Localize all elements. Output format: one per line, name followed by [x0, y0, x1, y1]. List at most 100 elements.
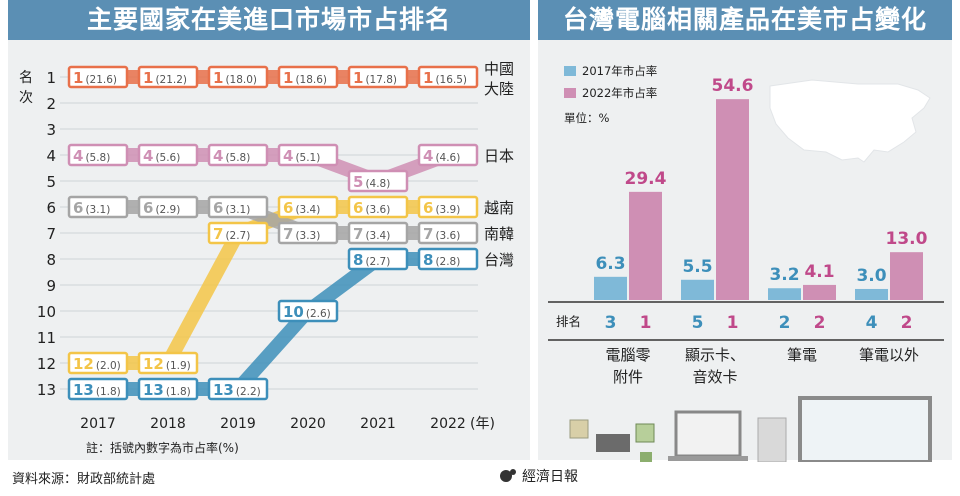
- rank-box: [207, 143, 269, 167]
- share-label: (3.1): [225, 204, 250, 216]
- bar-value-label: 13.0: [886, 229, 928, 249]
- rank-number: 7: [423, 225, 433, 243]
- rank-number: 6: [73, 199, 83, 217]
- rank-box: [347, 65, 409, 89]
- legend-label: 2022年市占率: [582, 86, 657, 100]
- rank-number: 12: [73, 355, 94, 373]
- rank-number: 13: [73, 381, 94, 399]
- y-axis-label: 名: [19, 70, 33, 86]
- right-title: 台灣電腦相關產品在美市占變化: [538, 0, 952, 40]
- rank-box: [277, 143, 339, 167]
- card-icon: [596, 434, 630, 452]
- rank-marker: 6 (3.9): [417, 195, 479, 219]
- bar: [681, 279, 714, 300]
- rank-label: 7 (2.7): [213, 225, 250, 243]
- rank-number: 6: [213, 199, 223, 217]
- rank-box: [417, 143, 479, 167]
- laptop-base-icon: [668, 456, 748, 461]
- x-tick-label: 2021: [360, 416, 396, 432]
- rank-box: [67, 195, 129, 219]
- share-label: (21.6): [85, 74, 117, 86]
- bar: [716, 99, 749, 301]
- rank-value: 1: [727, 313, 739, 333]
- rank-value: 5: [692, 313, 704, 333]
- country-label: 台灣: [484, 251, 514, 269]
- rank-value: 4: [866, 313, 878, 333]
- rank-label: 6 (3.4): [283, 199, 320, 217]
- bar: [629, 191, 662, 300]
- rank-marker: 4 (4.6): [417, 143, 479, 167]
- share-label: (2.9): [155, 204, 180, 216]
- share-label: (3.6): [435, 230, 460, 242]
- rank-label: 6 (3.9): [423, 199, 460, 217]
- rank-box: [207, 377, 269, 401]
- y-tick-label: 12: [37, 355, 56, 373]
- rank-label: 6 (2.9): [143, 199, 180, 217]
- rank-number: 1: [423, 69, 433, 87]
- share-label: (1.9): [166, 360, 191, 372]
- rank-box: [347, 195, 409, 219]
- chip-icon: [569, 419, 589, 439]
- rank-number: 7: [353, 225, 363, 243]
- rank-number: 7: [283, 225, 293, 243]
- share-label: (2.0): [96, 360, 121, 372]
- rank-box: [137, 65, 199, 89]
- rank-box: [137, 143, 199, 167]
- category-label: 電腦零: [605, 346, 650, 364]
- share-label: (1.8): [166, 386, 191, 398]
- bar-value-label: 54.6: [712, 76, 754, 96]
- share-label: (3.6): [365, 204, 390, 216]
- rank-label: 12 (2.0): [73, 355, 121, 373]
- rank-number: 7: [213, 225, 223, 243]
- rank-marker: 4 (5.6): [137, 143, 199, 167]
- rank-marker: 6 (3.6): [347, 195, 409, 219]
- rank-marker: 6 (3.4): [277, 195, 339, 219]
- rank-box: [417, 195, 479, 219]
- category-label: 音效卡: [692, 368, 737, 386]
- rank-number: 10: [283, 303, 304, 321]
- rank-box: [67, 351, 129, 375]
- bar: [803, 284, 836, 300]
- rank-label: 1 (16.5): [423, 69, 467, 87]
- rank-number: 12: [143, 355, 164, 373]
- share-label: (21.2): [155, 74, 187, 86]
- brand-logo-icon: [500, 469, 516, 482]
- rank-box: [207, 195, 269, 219]
- rank-box: [417, 221, 479, 245]
- rank-marker: 8 (2.8): [417, 247, 479, 271]
- note-text: 註：括號內數字為市占率(%): [86, 440, 239, 455]
- rank-number: 4: [423, 147, 433, 165]
- rank-label: 1 (18.0): [213, 69, 257, 87]
- rank-label: 12 (1.9): [143, 355, 191, 373]
- rank-marker: 7 (3.6): [417, 221, 479, 245]
- rank-number: 6: [283, 199, 293, 217]
- rank-label: 4 (4.6): [423, 147, 460, 165]
- share-label: (3.4): [295, 204, 320, 216]
- y-tick-label: 8: [46, 251, 56, 269]
- bar-value-label: 5.5: [682, 257, 712, 277]
- rank-number: 1: [73, 69, 83, 87]
- share-label: (5.1): [295, 152, 320, 164]
- bar-value-label: 6.3: [595, 254, 625, 274]
- share-label: (3.3): [295, 230, 320, 242]
- rank-marker: 13 (1.8): [67, 377, 129, 401]
- legend-swatch: [564, 66, 576, 76]
- share-label: (2.7): [365, 256, 390, 268]
- rank-label: 7 (3.4): [353, 225, 390, 243]
- bar: [768, 288, 801, 300]
- share-label: (2.8): [435, 256, 460, 268]
- rank-marker: 12 (1.9): [137, 351, 199, 375]
- rank-label: 13 (1.8): [143, 381, 191, 399]
- share-label: (2.7): [225, 230, 250, 242]
- rank-box: [137, 351, 199, 375]
- share-label: (2.2): [236, 386, 261, 398]
- left-title: 主要國家在美進口市場市占排名: [8, 0, 530, 40]
- rank-box: [347, 169, 409, 193]
- rank-marker: 1 (18.0): [207, 65, 269, 89]
- rank-marker: 6 (3.1): [67, 195, 129, 219]
- rank-number: 4: [283, 147, 293, 165]
- x-tick-label: 2022: [430, 416, 466, 432]
- country-label: 日本: [484, 147, 514, 165]
- rank-label: 6 (3.1): [73, 199, 110, 217]
